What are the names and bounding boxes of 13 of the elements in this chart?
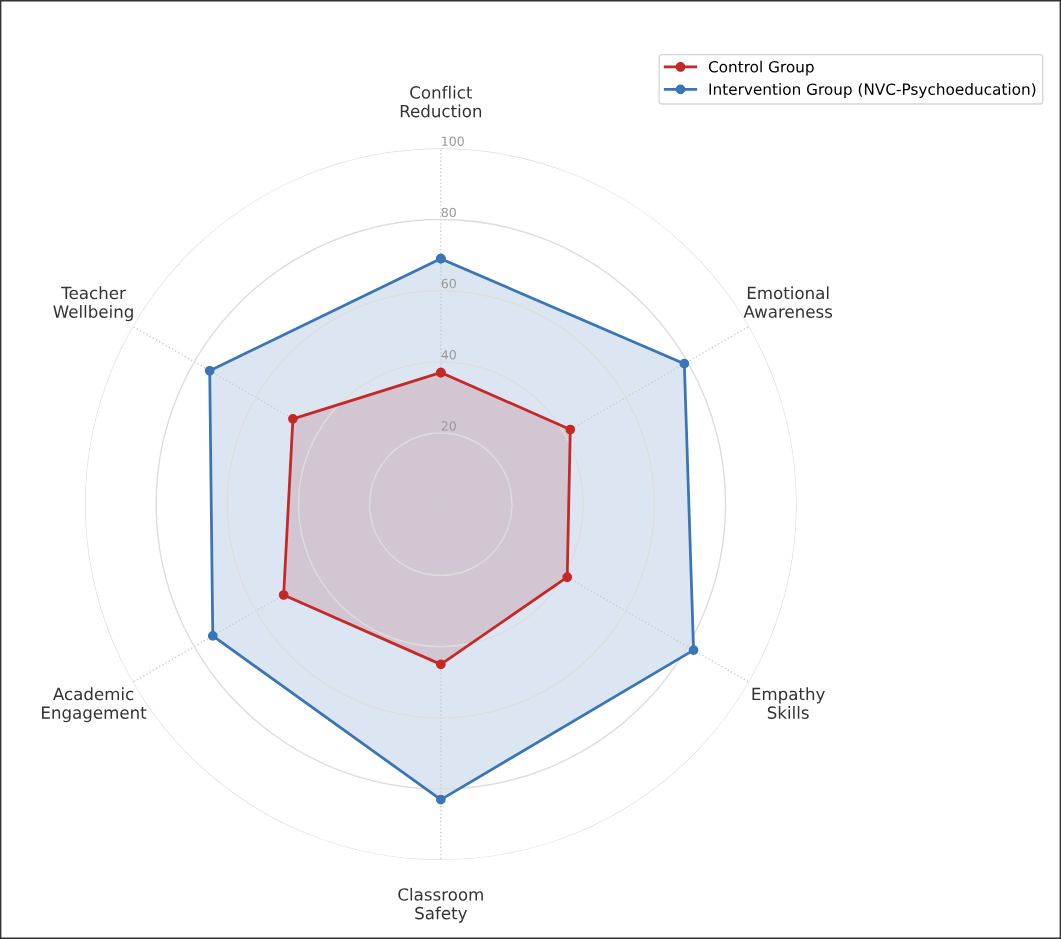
- y-tick-label: 20: [441, 421, 456, 431]
- spoke-label: Emotional Awareness: [743, 286, 833, 318]
- spoke-label: Teacher Wellbeing: [53, 286, 133, 322]
- spoke-label: Academic Engagement: [42, 687, 147, 723]
- y-tick-label: 80: [441, 207, 456, 218]
- y-tick-label: 60: [441, 278, 456, 289]
- spoke-label: Conflict Reduction: [400, 85, 482, 118]
- legend-label: Control Group: [708, 60, 814, 76]
- legend-label: Intervention Group (NVC-Psychoeducation): [709, 83, 1036, 98]
- spoke-label: Empathy Skills: [752, 687, 825, 719]
- spoke-label: Classroom Safety: [398, 887, 483, 923]
- y-tick-label: 100: [442, 136, 464, 146]
- y-tick-label: 40: [441, 350, 456, 360]
